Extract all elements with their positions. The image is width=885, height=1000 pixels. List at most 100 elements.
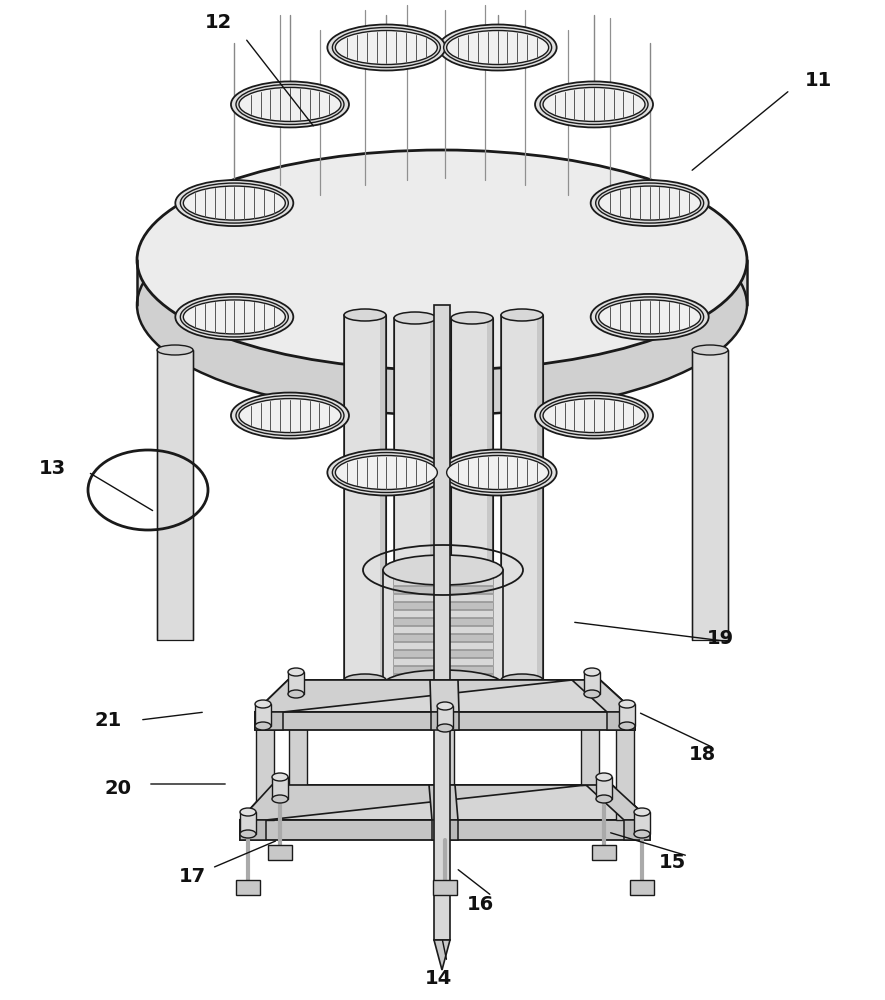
Ellipse shape	[540, 84, 648, 124]
Ellipse shape	[535, 393, 653, 439]
Polygon shape	[157, 350, 193, 640]
Ellipse shape	[137, 195, 747, 415]
Ellipse shape	[255, 722, 271, 730]
Ellipse shape	[335, 30, 437, 64]
Ellipse shape	[183, 186, 285, 220]
Polygon shape	[393, 610, 493, 617]
Text: 16: 16	[466, 894, 494, 914]
Polygon shape	[434, 940, 450, 970]
Polygon shape	[393, 578, 493, 585]
Polygon shape	[393, 618, 493, 625]
Ellipse shape	[394, 674, 436, 686]
Polygon shape	[344, 315, 386, 680]
Text: 15: 15	[658, 852, 686, 871]
Ellipse shape	[383, 670, 503, 700]
Polygon shape	[437, 706, 453, 728]
Ellipse shape	[327, 24, 445, 70]
Polygon shape	[393, 674, 493, 681]
Ellipse shape	[157, 345, 193, 355]
Ellipse shape	[231, 393, 349, 439]
Ellipse shape	[619, 722, 635, 730]
Polygon shape	[255, 680, 635, 712]
Polygon shape	[607, 712, 635, 730]
Polygon shape	[572, 680, 635, 712]
Ellipse shape	[183, 300, 285, 334]
Polygon shape	[393, 634, 493, 641]
Polygon shape	[630, 880, 654, 895]
Ellipse shape	[439, 450, 557, 496]
Polygon shape	[431, 712, 459, 730]
Text: 12: 12	[204, 12, 232, 31]
Polygon shape	[429, 785, 458, 820]
Ellipse shape	[344, 309, 386, 321]
Ellipse shape	[394, 312, 436, 324]
Text: 18: 18	[689, 744, 716, 764]
Ellipse shape	[596, 773, 612, 781]
Polygon shape	[393, 658, 493, 665]
Polygon shape	[236, 880, 260, 895]
Polygon shape	[430, 680, 459, 712]
Polygon shape	[616, 718, 634, 820]
Polygon shape	[256, 718, 274, 820]
Text: 19: 19	[706, 629, 734, 648]
Ellipse shape	[175, 294, 293, 340]
Polygon shape	[255, 704, 271, 726]
Polygon shape	[255, 712, 283, 730]
Ellipse shape	[288, 690, 304, 698]
Polygon shape	[624, 820, 650, 840]
Ellipse shape	[239, 87, 341, 121]
Ellipse shape	[447, 456, 549, 490]
Polygon shape	[240, 785, 586, 820]
Ellipse shape	[439, 24, 557, 70]
Polygon shape	[240, 820, 266, 840]
Polygon shape	[393, 570, 493, 577]
Text: 11: 11	[804, 70, 832, 90]
Ellipse shape	[181, 183, 289, 223]
Ellipse shape	[240, 808, 256, 816]
Polygon shape	[240, 812, 256, 834]
Ellipse shape	[344, 674, 386, 686]
Ellipse shape	[598, 186, 701, 220]
Ellipse shape	[584, 690, 600, 698]
Ellipse shape	[240, 830, 256, 838]
Ellipse shape	[543, 399, 645, 433]
Text: 20: 20	[104, 778, 132, 798]
Ellipse shape	[137, 150, 747, 370]
Ellipse shape	[437, 724, 453, 732]
Ellipse shape	[437, 702, 453, 710]
Polygon shape	[383, 570, 503, 685]
Text: 17: 17	[179, 866, 205, 886]
Ellipse shape	[288, 668, 304, 676]
Polygon shape	[434, 305, 450, 940]
Polygon shape	[612, 785, 650, 840]
Ellipse shape	[175, 180, 293, 226]
Ellipse shape	[443, 453, 551, 493]
Polygon shape	[394, 318, 436, 680]
Polygon shape	[240, 785, 650, 820]
Ellipse shape	[692, 345, 728, 355]
Polygon shape	[393, 602, 493, 609]
Polygon shape	[692, 350, 728, 640]
Ellipse shape	[447, 30, 549, 64]
Ellipse shape	[598, 300, 701, 334]
Polygon shape	[393, 594, 493, 601]
Polygon shape	[380, 315, 386, 680]
Ellipse shape	[540, 396, 648, 436]
Polygon shape	[433, 880, 457, 895]
Ellipse shape	[231, 81, 349, 127]
Ellipse shape	[335, 456, 437, 490]
Polygon shape	[436, 718, 454, 820]
Polygon shape	[240, 820, 650, 840]
Polygon shape	[255, 680, 572, 712]
Ellipse shape	[501, 309, 543, 321]
Polygon shape	[432, 820, 458, 840]
Ellipse shape	[236, 396, 344, 436]
Ellipse shape	[596, 183, 704, 223]
Polygon shape	[596, 777, 612, 799]
Ellipse shape	[590, 180, 709, 226]
Text: 13: 13	[38, 458, 65, 478]
Ellipse shape	[239, 399, 341, 433]
Polygon shape	[272, 777, 288, 799]
Polygon shape	[393, 626, 493, 633]
Ellipse shape	[443, 27, 551, 67]
